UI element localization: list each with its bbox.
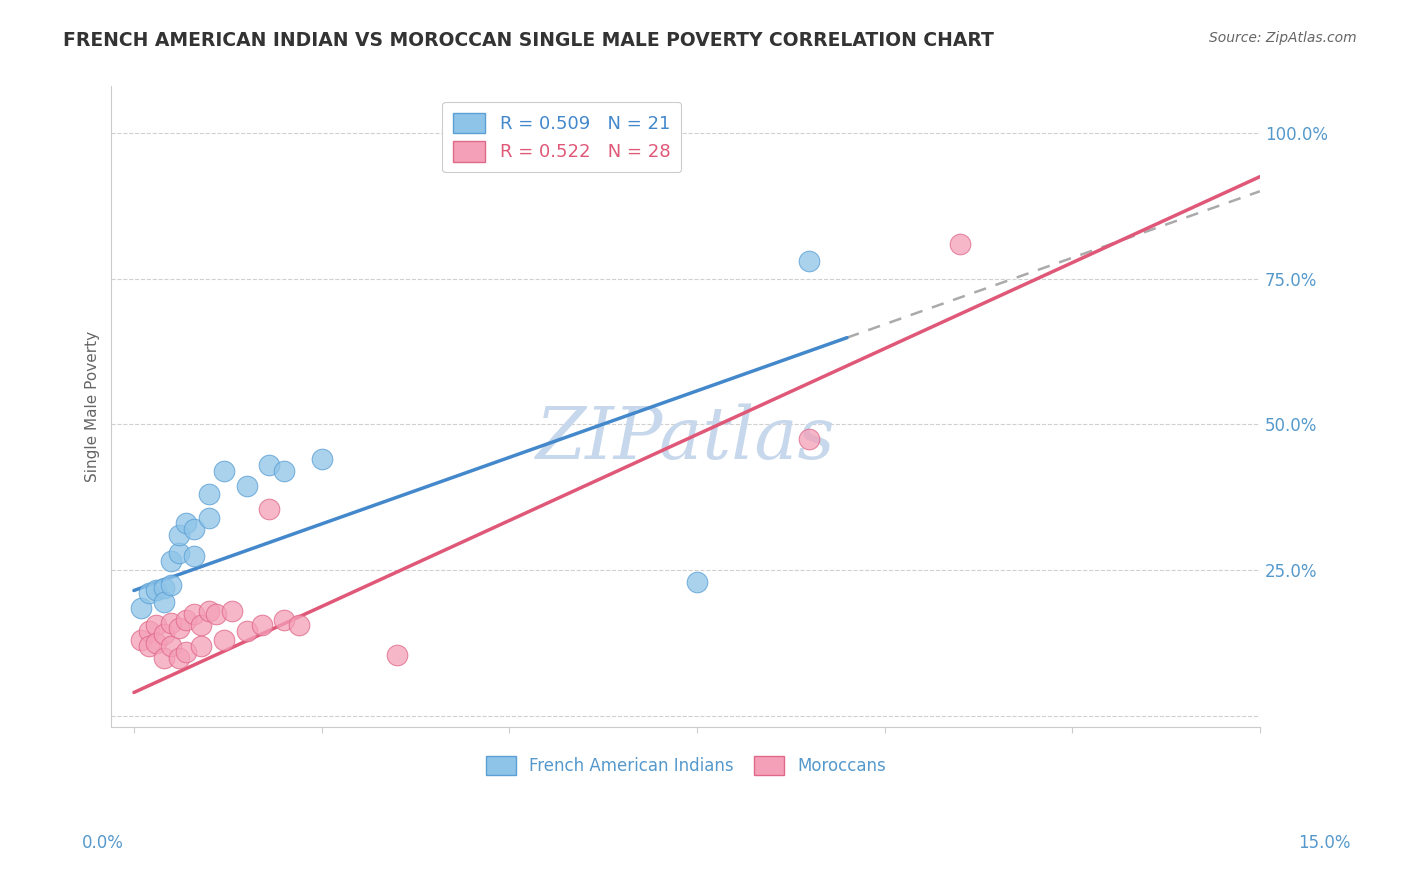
Point (257, 502, 280, 516)
Point (257, 458, 280, 473)
Point (138, 586, 160, 600)
Point (138, 639, 160, 653)
Point (153, 650, 176, 665)
Point (153, 595, 176, 609)
Legend: French American Indians, Moroccans: French American Indians, Moroccans (477, 747, 894, 783)
Point (153, 581, 176, 595)
Point (273, 613, 295, 627)
Text: Source: ZipAtlas.com: Source: ZipAtlas.com (1209, 31, 1357, 45)
Point (145, 583, 167, 598)
Point (198, 510, 221, 524)
Text: 15.0%: 15.0% (1298, 834, 1351, 852)
Point (250, 618, 273, 632)
Point (176, 645, 198, 659)
Point (288, 618, 311, 632)
Point (799, 432, 821, 446)
Point (183, 522, 205, 536)
Point (183, 549, 205, 563)
Point (160, 554, 183, 568)
Point (176, 613, 198, 627)
Point (131, 601, 153, 615)
Point (949, 236, 972, 251)
Text: ZIPatlas: ZIPatlas (536, 404, 835, 475)
Point (198, 487, 221, 501)
Y-axis label: Single Male Poverty: Single Male Poverty (86, 331, 100, 483)
Point (167, 621, 190, 635)
Point (235, 624, 257, 639)
Point (145, 618, 167, 632)
Point (273, 464, 295, 478)
Point (205, 607, 228, 621)
Point (160, 639, 183, 653)
Point (131, 633, 153, 648)
Point (138, 624, 160, 639)
Point (167, 650, 190, 665)
Text: 0.0%: 0.0% (82, 834, 124, 852)
Point (221, 604, 243, 618)
Point (799, 254, 821, 268)
Point (212, 464, 235, 478)
Point (190, 639, 212, 653)
Point (385, 648, 408, 662)
Point (686, 574, 709, 589)
Point (183, 607, 205, 621)
Point (235, 478, 257, 492)
Point (190, 618, 212, 632)
Text: FRENCH AMERICAN INDIAN VS MOROCCAN SINGLE MALE POVERTY CORRELATION CHART: FRENCH AMERICAN INDIAN VS MOROCCAN SINGL… (63, 31, 994, 50)
Point (153, 627, 176, 641)
Point (198, 604, 221, 618)
Point (167, 546, 190, 560)
Point (212, 633, 235, 648)
Point (160, 615, 183, 630)
Point (176, 516, 198, 531)
Point (167, 528, 190, 542)
Point (160, 577, 183, 591)
Point (145, 636, 167, 650)
Point (311, 452, 333, 467)
